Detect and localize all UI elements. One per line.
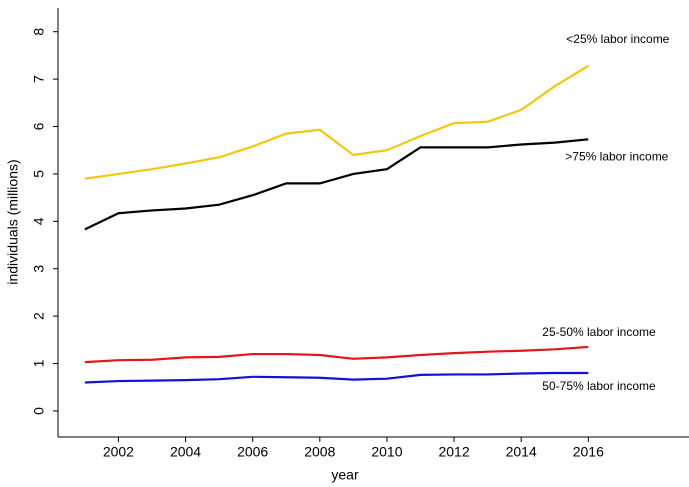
y-tick-label: 8 [31,28,47,36]
y-tick-label: 3 [31,265,47,273]
y-tick-label: 1 [31,359,47,367]
line-annotation: >75% labor income [565,149,668,163]
y-tick-label: 6 [31,122,47,130]
x-axis-label: year [331,467,359,483]
y-tick-label: 5 [31,170,47,178]
series-line [84,64,589,180]
series-line [84,371,589,384]
line-annotation: 25-50% labor income [542,325,656,339]
x-tick-label: 2002 [103,444,134,460]
line-annotation: <25% labor income [566,32,669,46]
x-tick-label: 2010 [371,444,402,460]
x-tick-label: 2008 [304,444,335,460]
series-line [84,345,589,364]
x-tick-label: 2014 [506,444,537,460]
x-tick-label: 2016 [573,444,604,460]
x-tick-label: 2004 [170,444,201,460]
series-line [84,138,589,231]
y-tick-label: 0 [31,407,47,415]
line-annotation: 50-75% labor income [542,379,656,393]
y-tick-label: 2 [31,312,47,320]
x-tick-label: 2012 [438,444,469,460]
y-tick-label: 4 [31,217,47,225]
y-tick-label: 7 [31,75,47,83]
x-tick-label: 2006 [237,444,268,460]
y-axis-label: individuals (millions) [5,159,21,284]
